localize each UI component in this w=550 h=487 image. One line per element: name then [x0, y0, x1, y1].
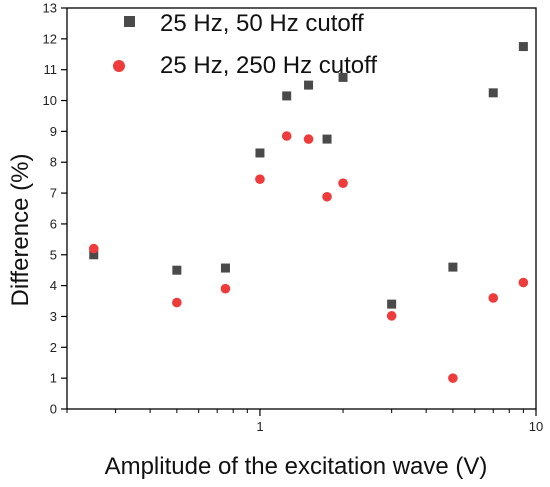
- legend-marker-series-2: [113, 60, 125, 72]
- data-point-series-2: [303, 134, 314, 144]
- x-tick-label: 1: [256, 419, 263, 434]
- y-tick-label: 1: [50, 371, 57, 386]
- data-point-series-2: [338, 178, 348, 189]
- y-tick-label: 12: [43, 31, 57, 46]
- y-tick-label: 6: [50, 216, 57, 231]
- data-point-series-2: [255, 174, 265, 184]
- y-tick-label: 3: [50, 309, 57, 324]
- data-point-series-2: [322, 191, 332, 202]
- y-tick-label: 7: [50, 186, 57, 201]
- y-tick-label: 13: [43, 1, 57, 16]
- data-point-series-2: [386, 311, 397, 321]
- y-tick-label: 8: [50, 155, 57, 170]
- data-point-series-1: [220, 263, 230, 273]
- data-point-series-2: [448, 373, 458, 383]
- y-tick-label: 11: [44, 62, 58, 77]
- y-tick-label: 0: [50, 402, 57, 417]
- legend-label-series-1: 25 Hz, 50 Hz cutoff: [160, 10, 364, 37]
- data-point-series-2: [172, 297, 182, 308]
- y-tick-label: 5: [50, 247, 57, 262]
- y-tick-label: 4: [50, 278, 57, 293]
- y-tick-label: 10: [43, 93, 57, 108]
- x-axis-title: Amplitude of the excitation wave (V): [105, 453, 488, 480]
- data-point-series-1: [89, 250, 99, 260]
- data-point-series-1: [338, 72, 348, 82]
- data-points: [88, 42, 529, 383]
- y-tick-label: 2: [50, 340, 57, 355]
- legend-label-series-2: 25 Hz, 250 Hz cutoff: [160, 52, 377, 79]
- data-point-series-1: [304, 80, 314, 90]
- data-point-series-1: [518, 42, 528, 52]
- legend: 25 Hz, 50 Hz cutoff 25 Hz, 250 Hz cutoff: [113, 10, 377, 79]
- data-point-series-1: [387, 299, 397, 309]
- data-point-series-2: [518, 277, 529, 288]
- data-point-series-1: [448, 262, 458, 272]
- plot-border: [66, 7, 537, 410]
- data-point-series-1: [322, 134, 332, 144]
- data-point-series-1: [488, 88, 498, 98]
- plot-area: [66, 7, 537, 410]
- y-tick-label: 9: [50, 124, 57, 139]
- data-point-series-1: [282, 91, 292, 101]
- data-point-series-2: [220, 283, 231, 294]
- data-point-series-1: [255, 148, 265, 158]
- data-point-series-2: [88, 243, 99, 254]
- legend-marker-series-1: [124, 16, 135, 27]
- data-point-series-1: [172, 265, 182, 275]
- x-axis: 1 10: [66, 409, 543, 434]
- data-point-series-2: [488, 293, 499, 303]
- data-point-series-2: [281, 131, 292, 141]
- x-tick-label: 10: [529, 419, 543, 434]
- y-axis-title: Difference (%): [7, 154, 34, 307]
